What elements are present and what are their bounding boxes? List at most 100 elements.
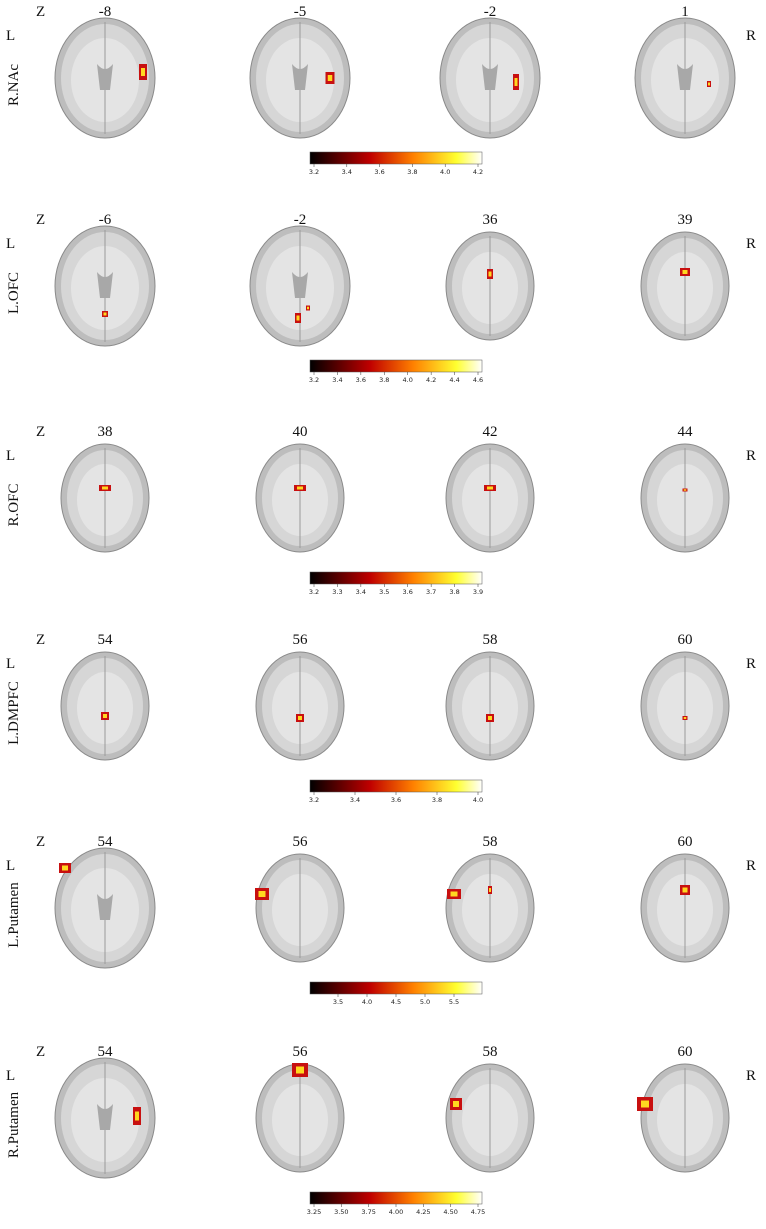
left-label: L (6, 656, 15, 672)
colorbar-tick-label: 4.6 (473, 376, 483, 384)
activation-core (103, 714, 107, 718)
colorbar-tick-label: 3.2 (309, 796, 319, 804)
panel-row: Z L R L.Putamen 54 56 58 60 3.5 4.0 4.5 5.0 5.5 (6, 834, 756, 1006)
slice-label: 60 (678, 1044, 693, 1060)
slice-label: -8 (99, 4, 112, 20)
colorbar-tick-label: 3.8 (432, 796, 442, 804)
activation-core (141, 68, 145, 76)
colorbar (309, 571, 483, 585)
ventricle (292, 272, 308, 298)
slice-label: 54 (98, 834, 114, 850)
ventricle (97, 1104, 113, 1130)
z-label: Z (36, 212, 45, 228)
right-label: R (746, 236, 756, 252)
colorbar-tick-label: 4.0 (440, 168, 450, 176)
colorbar-tick-label: 3.6 (403, 588, 413, 596)
slice-label: 58 (483, 1044, 498, 1060)
colorbar-tick-label: 5.5 (449, 998, 459, 1006)
activation-core (327, 75, 333, 81)
right-label: R (746, 28, 756, 44)
activation-core (296, 1066, 304, 1074)
colorbar-tick-label: 4.4 (449, 376, 459, 384)
colorbar-tick-label: 5.0 (420, 998, 430, 1006)
colorbar (309, 981, 483, 995)
activation-core (135, 1111, 139, 1121)
slice-label: 36 (483, 212, 499, 228)
slice-label: 56 (293, 834, 309, 850)
slice-label: 54 (98, 1044, 114, 1060)
slice-label: 44 (678, 424, 694, 440)
colorbar-tick-label: 3.4 (342, 168, 352, 176)
ventricle (97, 272, 113, 298)
activation-core (103, 312, 107, 316)
slice-label: 40 (293, 424, 308, 440)
slice-label: 60 (678, 834, 693, 850)
colorbar-tick-label: 3.7 (426, 588, 436, 596)
panel-row: Z L R L.DMPFC 54 56 58 60 3.2 3.4 3.6 3.8 4.0 (6, 632, 756, 804)
activation-core (708, 82, 710, 86)
z-label: Z (36, 424, 45, 440)
colorbar-tick-label: 4.5 (391, 998, 401, 1006)
activation-core (450, 891, 458, 897)
row-label: L.OFC (6, 272, 22, 314)
colorbar-tick-label: 4.75 (471, 1208, 485, 1216)
slice-label: 1 (681, 4, 689, 20)
colorbar-tick-label: 3.50 (334, 1208, 348, 1216)
colorbar-tick-label: 3.5 (333, 998, 343, 1006)
slice-label: 39 (678, 212, 693, 228)
colorbar (309, 151, 483, 165)
left-label: L (6, 858, 15, 874)
slice-label: -2 (294, 212, 307, 228)
colorbar-tick-label: 4.0 (362, 998, 372, 1006)
slice-label: 56 (293, 632, 309, 648)
colorbar-tick-label: 3.2 (309, 376, 319, 384)
right-label: R (746, 656, 756, 672)
colorbar-tick-label: 3.9 (473, 588, 483, 596)
colorbar-tick-label: 3.8 (379, 376, 389, 384)
ventricle (677, 64, 693, 90)
colorbar-tick-label: 3.6 (356, 376, 366, 384)
panel-row: Z L R R.NAc -8 -5 -2 1 3.2 3.4 3.6 3.8 4.0 4.2 (6, 4, 756, 176)
slice-label: -2 (484, 4, 497, 20)
ventricle (97, 894, 113, 920)
colorbar-tick-label: 3.2 (309, 588, 319, 596)
colorbar-tick-label: 3.6 (391, 796, 401, 804)
activation-core (682, 887, 688, 893)
colorbar-tick-label: 3.5 (379, 588, 389, 596)
colorbar-tick-label: 3.4 (350, 796, 360, 804)
activation-core (488, 716, 492, 720)
colorbar-tick-label: 3.75 (361, 1208, 375, 1216)
colorbar-tick-label: 4.2 (426, 376, 436, 384)
colorbar-tick-label: 3.4 (332, 376, 342, 384)
colorbar (309, 359, 483, 373)
row-label: L.Putamen (6, 882, 22, 948)
row-label: R.Putamen (6, 1091, 22, 1158)
activation-core (683, 717, 687, 719)
slice-label: 58 (483, 632, 498, 648)
activation-core (682, 270, 688, 274)
slice-label: 58 (483, 834, 498, 850)
activation-core (102, 486, 108, 490)
activation-core (488, 271, 492, 277)
activation-core (514, 78, 518, 86)
activation-core (487, 486, 493, 490)
colorbar-tick-label: 4.2 (473, 168, 483, 176)
colorbar-tick-label: 3.2 (309, 168, 319, 176)
activation-core (297, 486, 303, 490)
slice-label: 60 (678, 632, 693, 648)
colorbar-tick-label: 3.8 (449, 588, 459, 596)
ventricle (97, 64, 113, 90)
panel-row: Z L R R.OFC 38 40 42 44 3.2 3.3 3.4 3.5 3.6 3.7 3.8 3.9 (6, 424, 756, 596)
activation-core (641, 1100, 649, 1108)
colorbar-tick-label: 4.0 (403, 376, 413, 384)
colorbar-tick-label: 4.00 (389, 1208, 403, 1216)
activation-core (683, 489, 687, 491)
colorbar-tick-label: 3.6 (374, 168, 384, 176)
row-label: R.NAc (6, 64, 22, 106)
colorbar-tick-label: 3.3 (332, 588, 342, 596)
ventricle (482, 64, 498, 90)
colorbar (309, 779, 483, 793)
right-label: R (746, 858, 756, 874)
colorbar-tick-label: 4.0 (473, 796, 483, 804)
